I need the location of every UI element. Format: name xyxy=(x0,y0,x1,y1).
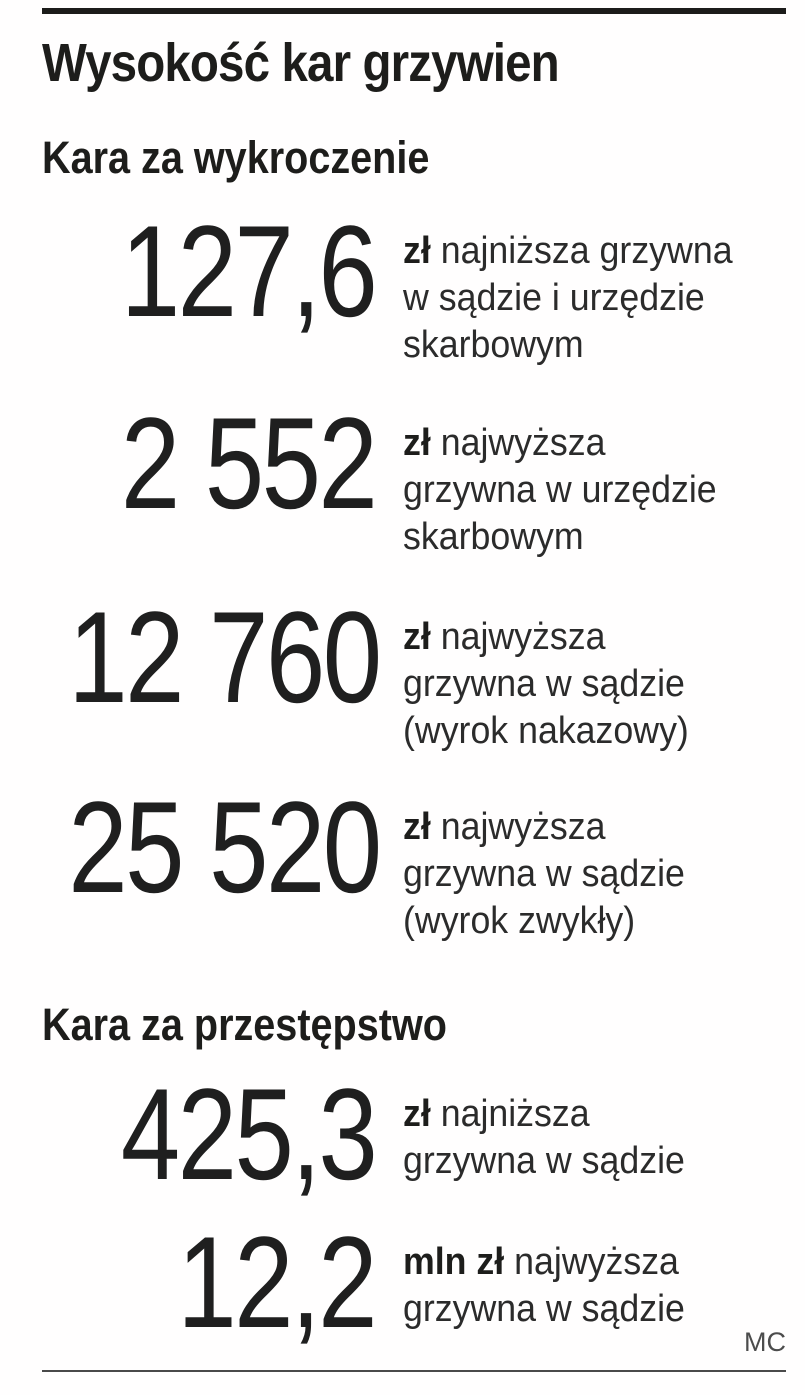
top-rule xyxy=(42,8,786,14)
author-credit: MC xyxy=(744,1327,786,1357)
stat-value-row: 12 760 xyxy=(0,592,382,723)
stat-unit: zł xyxy=(403,616,431,658)
stat-value-row: 12,2 xyxy=(0,1209,377,1355)
stat-description: mln zł najwyższa grzywna w sądzie xyxy=(403,1239,788,1333)
stat-description: zł najwyższa grzywna w sądzie (wyrok zwy… xyxy=(403,804,788,945)
stat-description: zł najwyższa grzywna w sądzie (wyrok nak… xyxy=(403,614,788,755)
section-heading-text: Kara za przestępstwo xyxy=(42,999,447,1050)
stat-description: zł najwyższa grzywna w urzędzie skarbowy… xyxy=(403,420,788,561)
section-heading-przestepstwo: Kara za przestępstwo xyxy=(42,1002,502,1047)
stat-number: 25 520 xyxy=(68,774,382,920)
stat-unit: zł xyxy=(403,806,431,848)
stat-description-text: najwyższa grzywna w sądzie (wyrok nakazo… xyxy=(403,616,689,752)
stat-value-row: 425,3 xyxy=(0,1061,378,1207)
stat-number: 12,2 xyxy=(177,1209,377,1355)
stat-number: 127,6 xyxy=(120,198,378,344)
stat-description: zł najniższa grzywna w sądzie i urzędzie… xyxy=(403,228,788,369)
page-title: Wysokość kar grzywien xyxy=(42,36,629,90)
section-heading-wykroczenie: Kara za wykroczenie xyxy=(42,135,482,180)
stat-unit: zł xyxy=(403,1093,431,1135)
stat-number: 2 552 xyxy=(120,390,378,536)
page-title-text: Wysokość kar grzywien xyxy=(42,33,560,93)
bottom-rule xyxy=(42,1370,786,1372)
stat-unit: mln zł xyxy=(403,1241,505,1283)
stat-value-row: 127,6 xyxy=(0,198,378,344)
stat-description: zł najniższa grzywna w sądzie xyxy=(403,1091,788,1185)
stat-description-text: najniższa grzywna w sądzie i urzędzie sk… xyxy=(403,230,733,366)
stat-description-text: najwyższa grzywna w sądzie xyxy=(403,1241,685,1330)
stat-description-text: najwyższa grzywna w sądzie (wyrok zwykły… xyxy=(403,806,685,942)
stat-unit: zł xyxy=(403,230,431,272)
section-heading-text: Kara za wykroczenie xyxy=(42,132,430,183)
stat-description-text: najwyższa grzywna w urzędzie skarbowym xyxy=(403,422,717,558)
stat-value-row: 2 552 xyxy=(0,390,378,536)
stat-description-text: najniższa grzywna w sądzie xyxy=(403,1093,685,1182)
stat-number: 425,3 xyxy=(120,1061,378,1207)
stat-unit: zł xyxy=(403,422,431,464)
stat-number: 12 760 xyxy=(68,584,382,730)
stat-value-row: 25 520 xyxy=(0,782,382,913)
